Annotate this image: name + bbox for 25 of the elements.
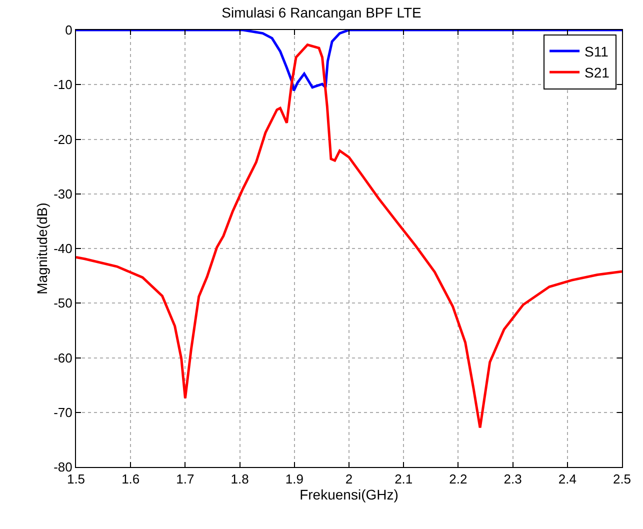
chart-title: Simulasi 6 Rancangan BPF LTE bbox=[222, 4, 422, 21]
y-tick-label: -50 bbox=[54, 296, 72, 311]
line-series bbox=[76, 44, 622, 429]
y-tick-label: -70 bbox=[54, 404, 72, 420]
x-tick-label: 2.1 bbox=[394, 472, 413, 487]
x-tick-label: 1.6 bbox=[122, 472, 140, 487]
y-axis-title: Magnitude(dB) bbox=[34, 202, 50, 294]
y-tick-label: -40 bbox=[54, 241, 72, 256]
x-tick-label: 1.8 bbox=[230, 472, 249, 487]
legend-label: S21 bbox=[584, 64, 610, 81]
y-tick-label: -30 bbox=[54, 186, 72, 202]
x-axis-title: Frekuensi(GHz) bbox=[300, 486, 398, 503]
x-tick-label: 2 bbox=[345, 472, 353, 487]
y-tick-label: 0 bbox=[65, 22, 72, 38]
y-tick-label: -20 bbox=[54, 132, 72, 147]
x-tick-label: 1.7 bbox=[176, 472, 194, 487]
x-tick-label: 1.9 bbox=[285, 472, 304, 487]
x-tick-label: 2.3 bbox=[504, 472, 522, 487]
x-tick-label: 2.2 bbox=[449, 472, 468, 487]
y-tick-label: -60 bbox=[54, 350, 72, 366]
x-tick-label: 2.5 bbox=[612, 472, 632, 487]
x-tick-label: 2.4 bbox=[558, 472, 576, 487]
y-tick-label: -10 bbox=[54, 77, 72, 92]
legend-label: S11 bbox=[584, 43, 609, 60]
line-series bbox=[76, 30, 622, 92]
